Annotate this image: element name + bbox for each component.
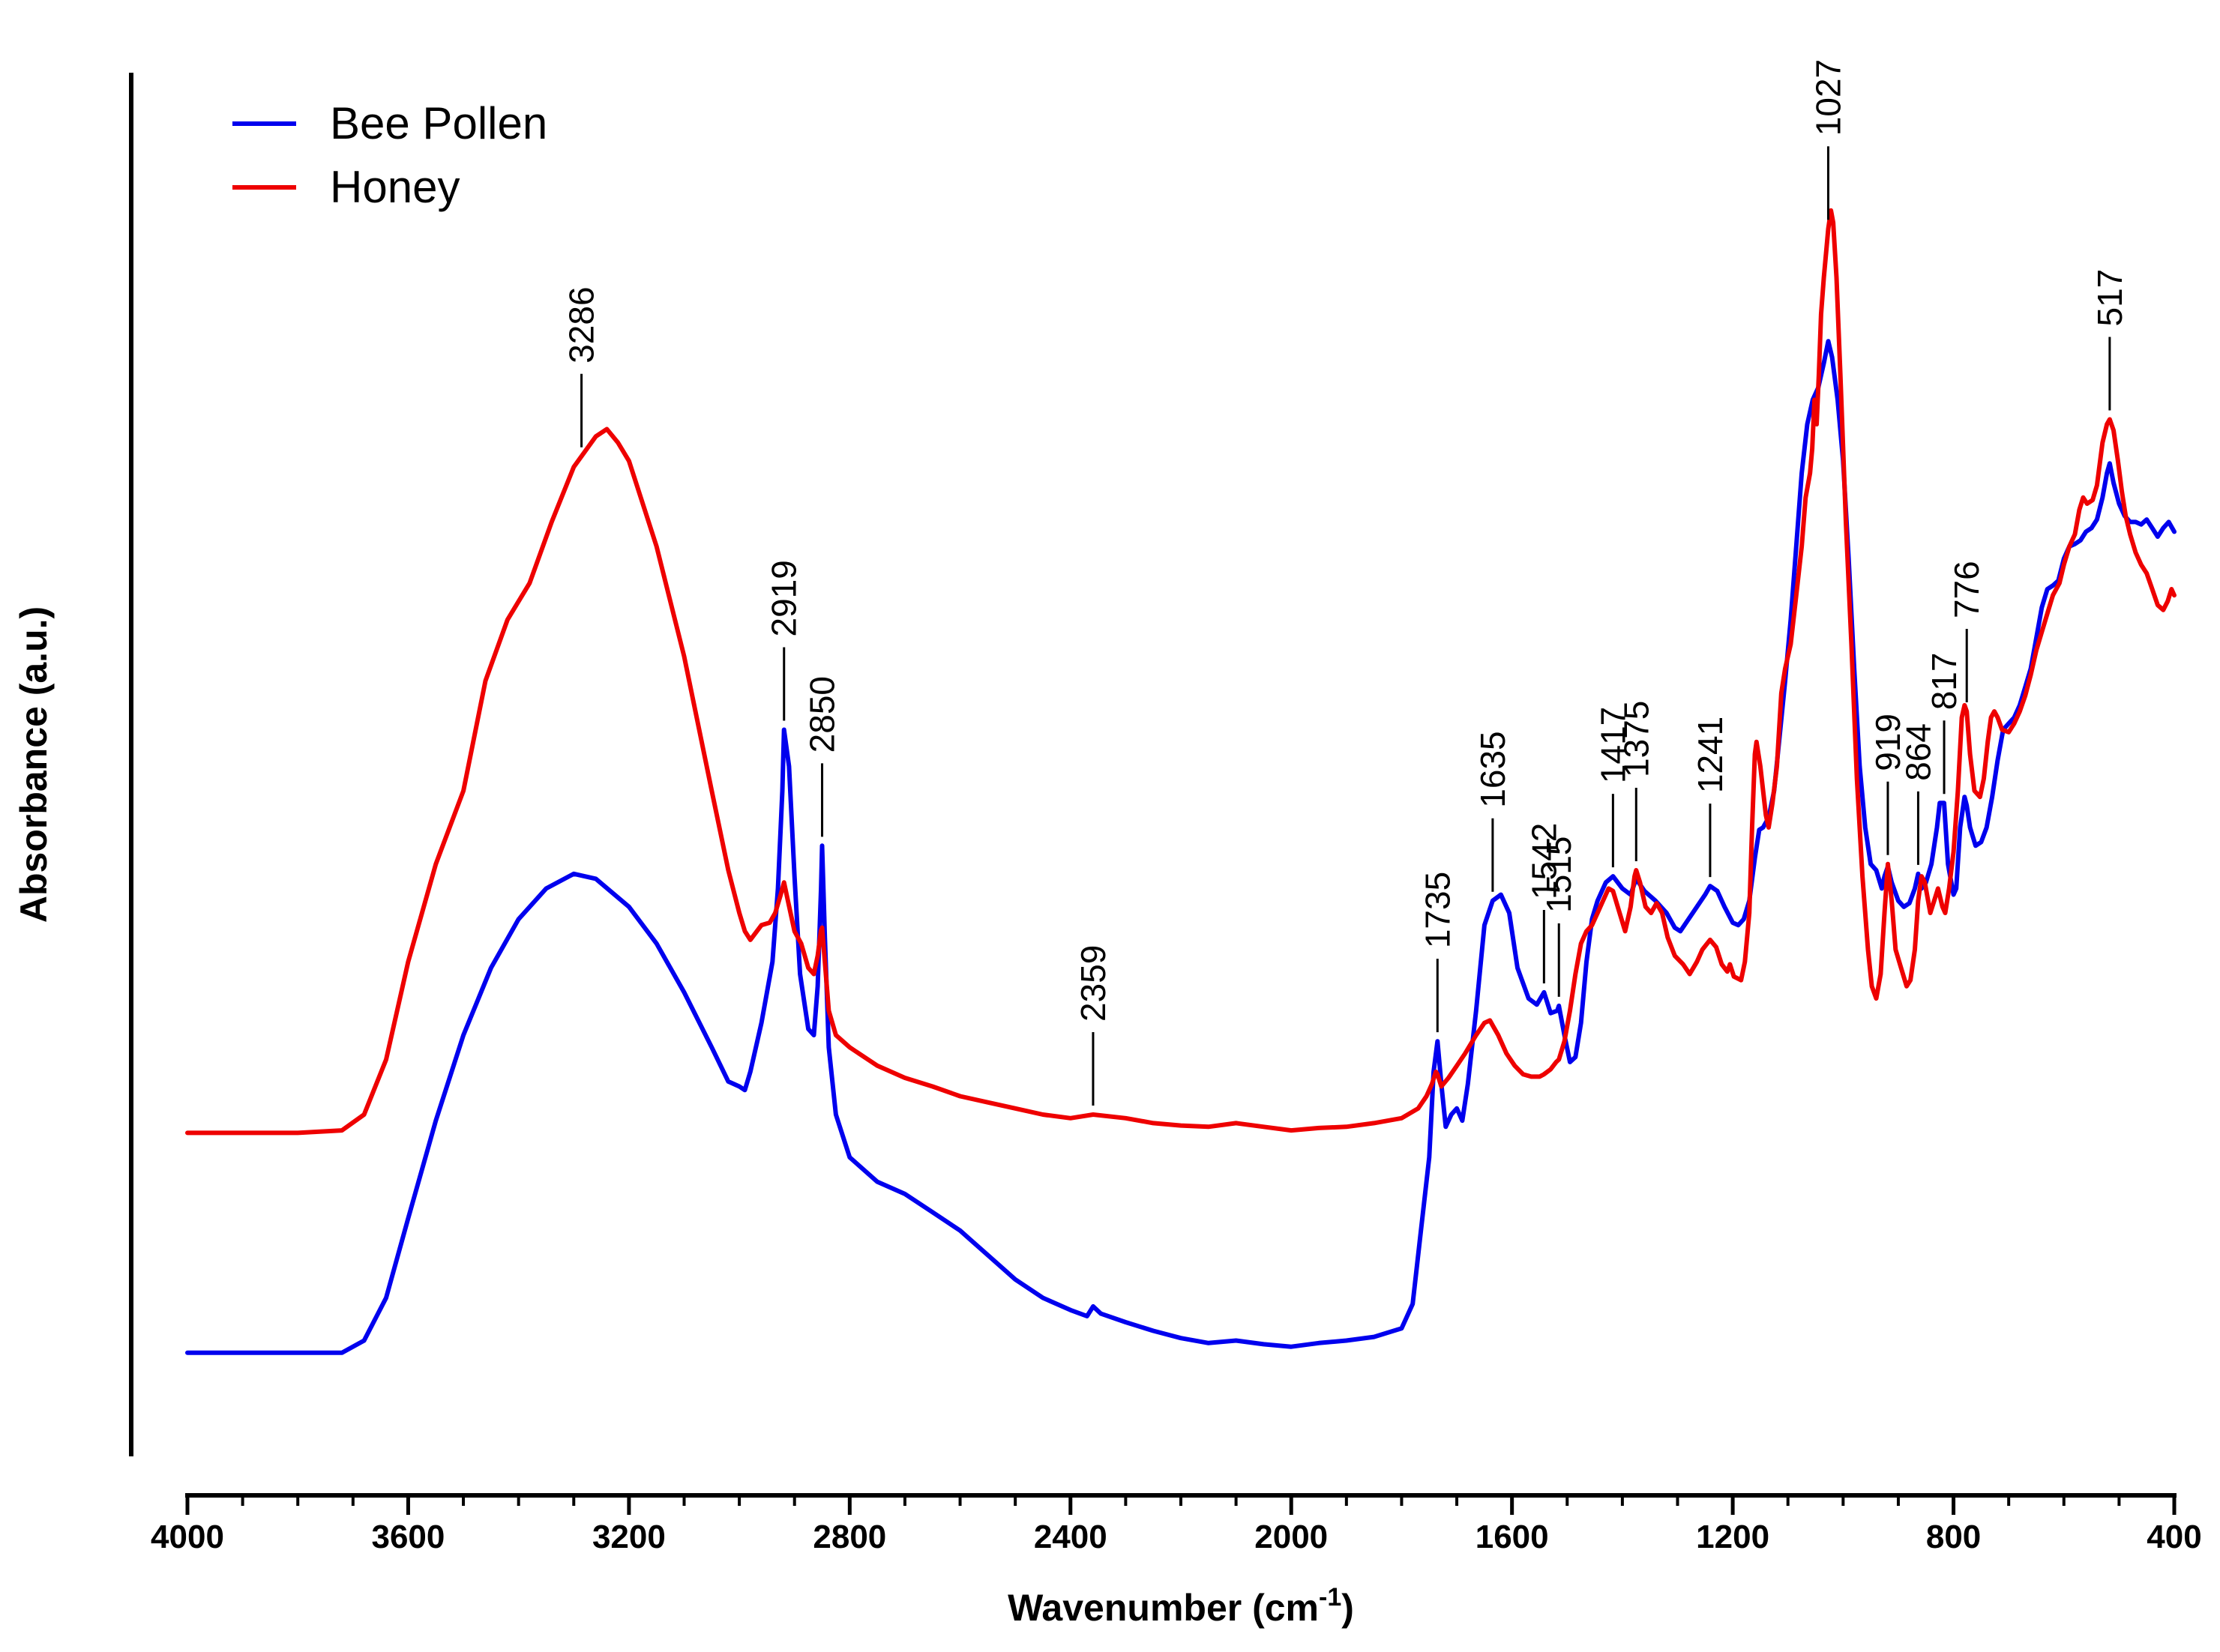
legend-label-bee-pollen: Bee Pollen [330, 98, 547, 148]
peak-annotation-1375: 1375 [1616, 701, 1655, 861]
x-axis-tick-labels: 4000 3600 3200 2800 2400 2000 1600 1200 800 400 [151, 1519, 2202, 1555]
peak-annotation-2850: 2850 [803, 676, 842, 837]
peak-label: 1417 [1593, 707, 1632, 783]
peak-label: 1635 [1473, 731, 1512, 807]
peak-annotation-1241: 1241 [1691, 717, 1730, 878]
peak-annotation-3286: 3286 [562, 286, 601, 447]
peak-label: 1735 [1418, 872, 1457, 948]
peak-annotation-864: 864 [1898, 723, 1937, 865]
x-tick-label: 2400 [1034, 1519, 1107, 1555]
peak-annotation-1417: 1417 [1593, 707, 1632, 868]
x-tick-label: 2800 [813, 1519, 886, 1555]
peak-label: 1375 [1616, 701, 1655, 777]
peak-annotation-2919: 2919 [765, 560, 804, 721]
x-tick-label: 800 [1926, 1519, 1981, 1555]
x-tick-label: 1600 [1476, 1519, 1549, 1555]
x-tick-label: 4000 [151, 1519, 224, 1555]
y-axis-title: Absorbance (a.u.) [13, 606, 55, 923]
peak-annotation-1542: 1542 [1524, 823, 1563, 983]
peak-label: 2359 [1074, 945, 1113, 1022]
x-axis-ticks [185, 1495, 2177, 1515]
peak-annotation-1635: 1635 [1473, 731, 1512, 892]
peak-label: 864 [1898, 723, 1937, 781]
axes: 4000 3600 3200 2800 2400 2000 1600 1200 800 400 [129, 73, 2202, 1555]
x-tick-label: 3200 [592, 1519, 666, 1555]
x-tick-label: 1200 [1696, 1519, 1769, 1555]
x-tick-label: 400 [2147, 1519, 2201, 1555]
peak-label: 919 [1868, 714, 1907, 771]
x-tick-label: 3600 [371, 1519, 445, 1555]
peak-label: 2850 [803, 676, 842, 753]
peak-annotation-1515: 1515 [1539, 836, 1578, 997]
peak-label: 1542 [1524, 823, 1563, 899]
peak-annotation-1027: 1027 [1808, 59, 1847, 220]
legend: Bee Pollen Honey [232, 98, 547, 212]
series-line-honey [185, 208, 2177, 1136]
peak-annotation-919: 919 [1868, 714, 1907, 855]
x-axis-title-close: ) [1341, 1587, 1354, 1629]
series-layer [185, 208, 2177, 1355]
peak-annotation-776: 776 [1947, 561, 1986, 703]
peak-annotation-817: 817 [1925, 653, 1964, 795]
legend-label-honey: Honey [330, 162, 460, 212]
peak-label: 1241 [1691, 717, 1730, 793]
series-line-bee-pollen [185, 339, 2177, 1355]
peak-label: 2919 [765, 560, 804, 636]
peak-label: 1027 [1808, 59, 1847, 136]
peak-annotation-1735: 1735 [1418, 872, 1457, 1033]
x-axis-title-text: Wavenumber (cm [1008, 1587, 1319, 1629]
peak-annotation-517: 517 [2090, 269, 2129, 411]
x-axis-title: Wavenumber (cm-1) [1008, 1583, 1354, 1629]
peak-label: 1515 [1539, 836, 1578, 913]
peak-label: 776 [1947, 561, 1986, 618]
peak-label: 3286 [562, 286, 601, 363]
peak-label: 517 [2090, 269, 2129, 327]
x-axis-title-superscript: -1 [1319, 1583, 1341, 1612]
peak-label: 817 [1925, 653, 1964, 711]
peak-annotation-2359: 2359 [1074, 945, 1113, 1106]
x-tick-label: 2000 [1254, 1519, 1328, 1555]
